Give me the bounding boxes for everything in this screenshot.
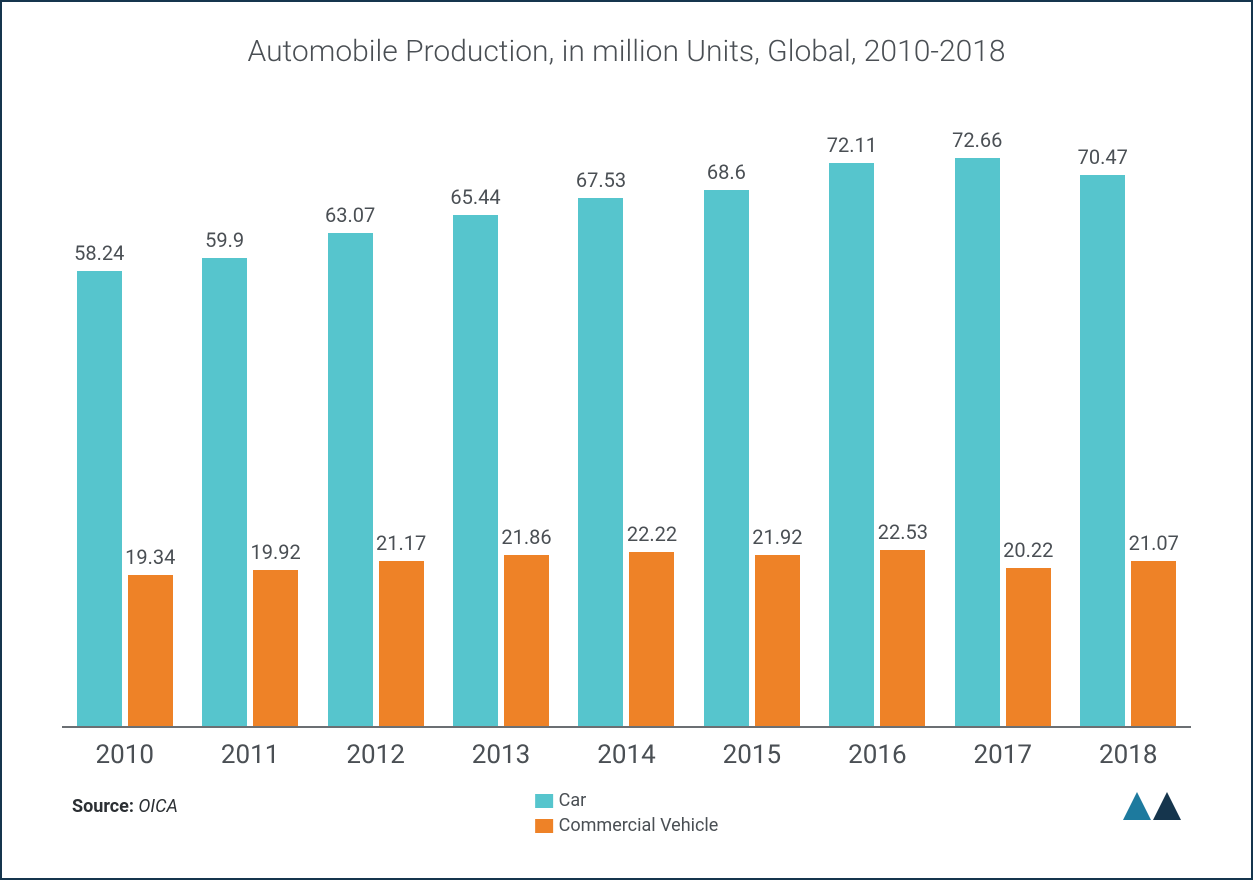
year-group: 70.4721.07 [1066,101,1191,726]
x-axis-tick: 2016 [815,740,940,770]
bar-value-label: 20.22 [1003,538,1053,568]
bars-row: 58.2419.3459.919.9263.0721.1765.4421.866… [62,101,1191,726]
bar: 21.17 [379,561,424,726]
bar-value-label: 58.24 [74,241,124,271]
bar: 72.11 [829,163,874,726]
source-value: OICA [138,796,178,817]
bar: 58.24 [77,271,122,726]
year-group: 59.919.92 [187,101,312,726]
x-axis-tick: 2011 [187,740,312,770]
logo-triangle-icon [1123,792,1151,820]
year-group: 72.6620.22 [940,101,1065,726]
bar: 70.47 [1080,175,1125,726]
year-group: 67.5322.22 [564,101,689,726]
x-axis-tick: 2012 [313,740,438,770]
bar-value-label: 70.47 [1078,145,1128,175]
bar-value-label: 72.66 [952,128,1002,158]
bar: 21.07 [1131,561,1176,726]
legend-swatch [535,794,553,808]
bar-value-label: 65.44 [450,185,500,215]
bar: 22.53 [880,550,925,726]
bar: 63.07 [328,233,373,726]
bar: 67.53 [578,198,623,726]
legend-label: Car [559,788,587,813]
year-group: 72.1122.53 [815,101,940,726]
x-axis-tick: 2013 [438,740,563,770]
bar: 20.22 [1006,568,1051,726]
year-group: 58.2419.34 [62,101,187,726]
chart-container: Automobile Production, in million Units,… [0,0,1253,880]
bar-value-label: 68.6 [707,160,746,190]
bar-value-label: 21.86 [501,525,551,555]
bar-value-label: 21.07 [1129,531,1179,561]
bar-value-label: 21.92 [752,525,802,555]
year-group: 68.621.92 [689,101,814,726]
legend-label: Commercial Vehicle [559,813,719,838]
bar-value-label: 21.17 [376,531,426,561]
bar-value-label: 67.53 [576,168,626,198]
bar: 22.22 [629,552,674,726]
bar: 21.86 [504,555,549,726]
year-group: 65.4421.86 [438,101,563,726]
bar: 65.44 [453,215,498,726]
bar-value-label: 22.53 [878,520,928,550]
bar: 19.92 [253,570,298,726]
legend-item: Car [535,788,719,813]
legend-swatch [535,819,553,833]
legend-item: Commercial Vehicle [535,813,719,838]
bar-value-label: 22.22 [627,522,677,552]
x-axis-tick: 2014 [564,740,689,770]
bar-value-label: 63.07 [325,203,375,233]
bar: 59.9 [202,258,247,726]
year-group: 63.0721.17 [313,101,438,726]
bar: 68.6 [704,190,749,726]
bar-value-label: 19.34 [125,545,175,575]
bar: 19.34 [128,575,173,726]
x-axis-tick: 2017 [940,740,1065,770]
bar: 21.92 [755,555,800,726]
x-axis-tick: 2015 [689,740,814,770]
x-axis-tick: 2018 [1066,740,1191,770]
brand-logo [1123,792,1181,820]
x-axis: 201020112012201320142015201620172018 [62,740,1191,770]
plot-area: 58.2419.3459.919.9263.0721.1765.4421.866… [62,101,1191,728]
bar-value-label: 72.11 [827,133,877,163]
bar-value-label: 19.92 [251,540,301,570]
footer-row: Source: OICA CarCommercial Vehicle [42,788,1211,848]
source-attribution: Source: OICA [72,796,178,817]
source-label: Source: [72,796,134,817]
bar: 72.66 [955,158,1000,726]
legend: CarCommercial Vehicle [535,788,719,838]
x-axis-tick: 2010 [62,740,187,770]
logo-triangle-icon [1153,792,1181,820]
chart-title: Automobile Production, in million Units,… [247,32,1005,71]
bar-value-label: 59.9 [205,228,244,258]
